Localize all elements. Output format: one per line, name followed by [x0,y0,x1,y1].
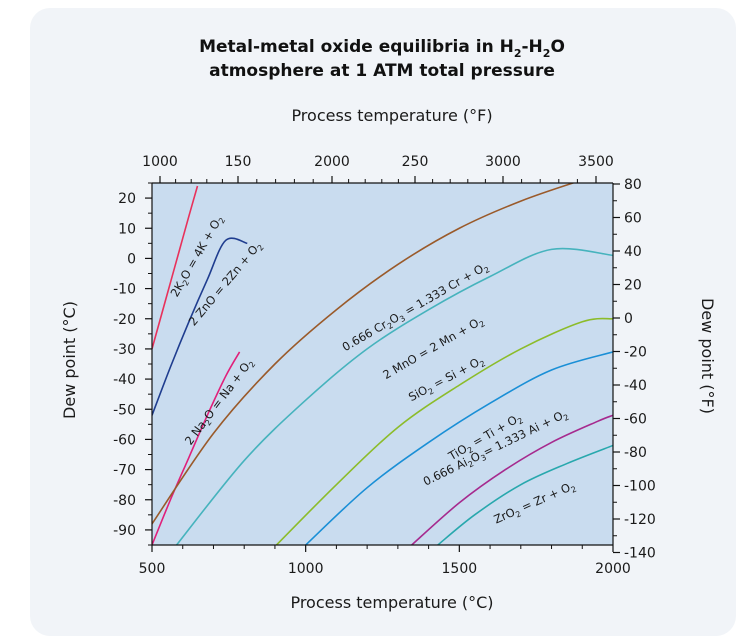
title-sub: 2 [543,47,551,60]
y-right-tick-label: 0 [624,311,633,327]
y-axis-left-label: Dew point (°C) [60,301,79,419]
series-line-sio2 [275,317,613,545]
series-line-zno [152,237,248,416]
y-right-tick-label: -40 [624,378,647,394]
curve-label-subscript: 2 [562,413,571,423]
y-axis-right-label: Dew point (°F) [698,298,717,414]
y-right-tick-label: 20 [624,278,642,294]
x-bottom-tick-label: 1500 [442,561,478,577]
y-right-tick-label: -80 [624,445,647,461]
curve-label-subscript: 2 [427,386,436,396]
curve-label-subscript: 2 [570,485,578,495]
y-left-tick-label: -30 [113,342,136,358]
x-top-tick-label: 150 [225,154,252,170]
x-axis-bottom-label: Process temperature (°C) [290,593,493,612]
y-right-tick-label: 40 [624,244,642,260]
curve-label-subscript: 2 [217,216,227,225]
chart-title-line2: atmosphere at 1 ATM total pressure [209,61,555,81]
y-right-tick-label: -100 [624,479,656,495]
y-left-tick-label: -10 [113,282,136,298]
curve-label-subscript: 2 [256,243,266,253]
series-line-al2o3 [411,414,613,545]
y-right-tick-label: -140 [624,546,656,562]
series-line-mno [175,247,613,545]
y-right-tick-label: 80 [624,177,642,193]
curve-label-subscript: 2 [247,360,257,369]
curve-label-text: 2K [167,279,187,299]
chart-title-line1: Metal-metal oxide equilibria in H2-H2O [199,37,565,60]
series-line-cr2o3 [152,183,576,525]
y-left-tick-label: 20 [118,191,136,207]
x-top-tick-label: 3500 [578,154,614,170]
plot-background [152,183,613,545]
y-right-tick-label: -60 [624,412,647,428]
x-bottom-tick-label: 2000 [595,561,631,577]
curve-label-subscript: 2 [467,459,476,469]
y-left-tick-label: -40 [113,372,136,388]
title-part: O [550,37,564,57]
curve-label-subscript: 2 [514,509,522,519]
curve-label-subscript: 2 [181,279,191,288]
y-left-tick-label: 0 [127,251,136,267]
series-line-k2o [152,185,199,350]
y-right-tick-label: 60 [624,211,642,227]
y-left-tick-label: -90 [113,523,136,539]
series-line-tio2 [305,351,613,545]
y-left-tick-label: -70 [113,463,136,479]
curve-label-subscript: 2 [386,321,395,331]
title-part: Metal-metal oxide equilibria in H [199,37,514,57]
curve-label-subscript: 2 [478,319,487,329]
series-line-zro2 [437,444,613,545]
y-left-tick-label: -20 [113,312,136,328]
curve-label-subscript: 3 [479,453,488,463]
x-top-tick-label: 1000 [142,154,178,170]
curve-label-subscript: 2 [478,359,487,369]
y-left-tick-label: -50 [113,402,136,418]
curve-label-subscript: 2 [516,416,525,426]
curve-label-subscript: 2 [466,445,475,455]
y-left-tick-label: 10 [118,221,136,237]
title-part: -H [521,37,542,57]
x-axis-top-label: Process temperature (°F) [291,106,492,125]
x-top-tick-label: 250 [402,154,429,170]
x-top-tick-label: 3000 [485,154,521,170]
y-right-tick-label: -20 [624,345,647,361]
x-top-tick-label: 2000 [314,154,350,170]
y-right-tick-label: -120 [624,512,656,528]
curve-label-subscript: 2 [482,265,491,275]
curve-label-subscript: 2 [203,418,213,427]
y-left-tick-label: -80 [113,493,136,509]
x-bottom-tick-label: 1000 [288,561,324,577]
title-sub: 2 [514,47,522,60]
series-line-na2o [152,351,241,545]
x-bottom-tick-label: 500 [139,561,166,577]
curve-label-subscript: 3 [398,314,407,324]
y-left-tick-label: -60 [113,432,136,448]
